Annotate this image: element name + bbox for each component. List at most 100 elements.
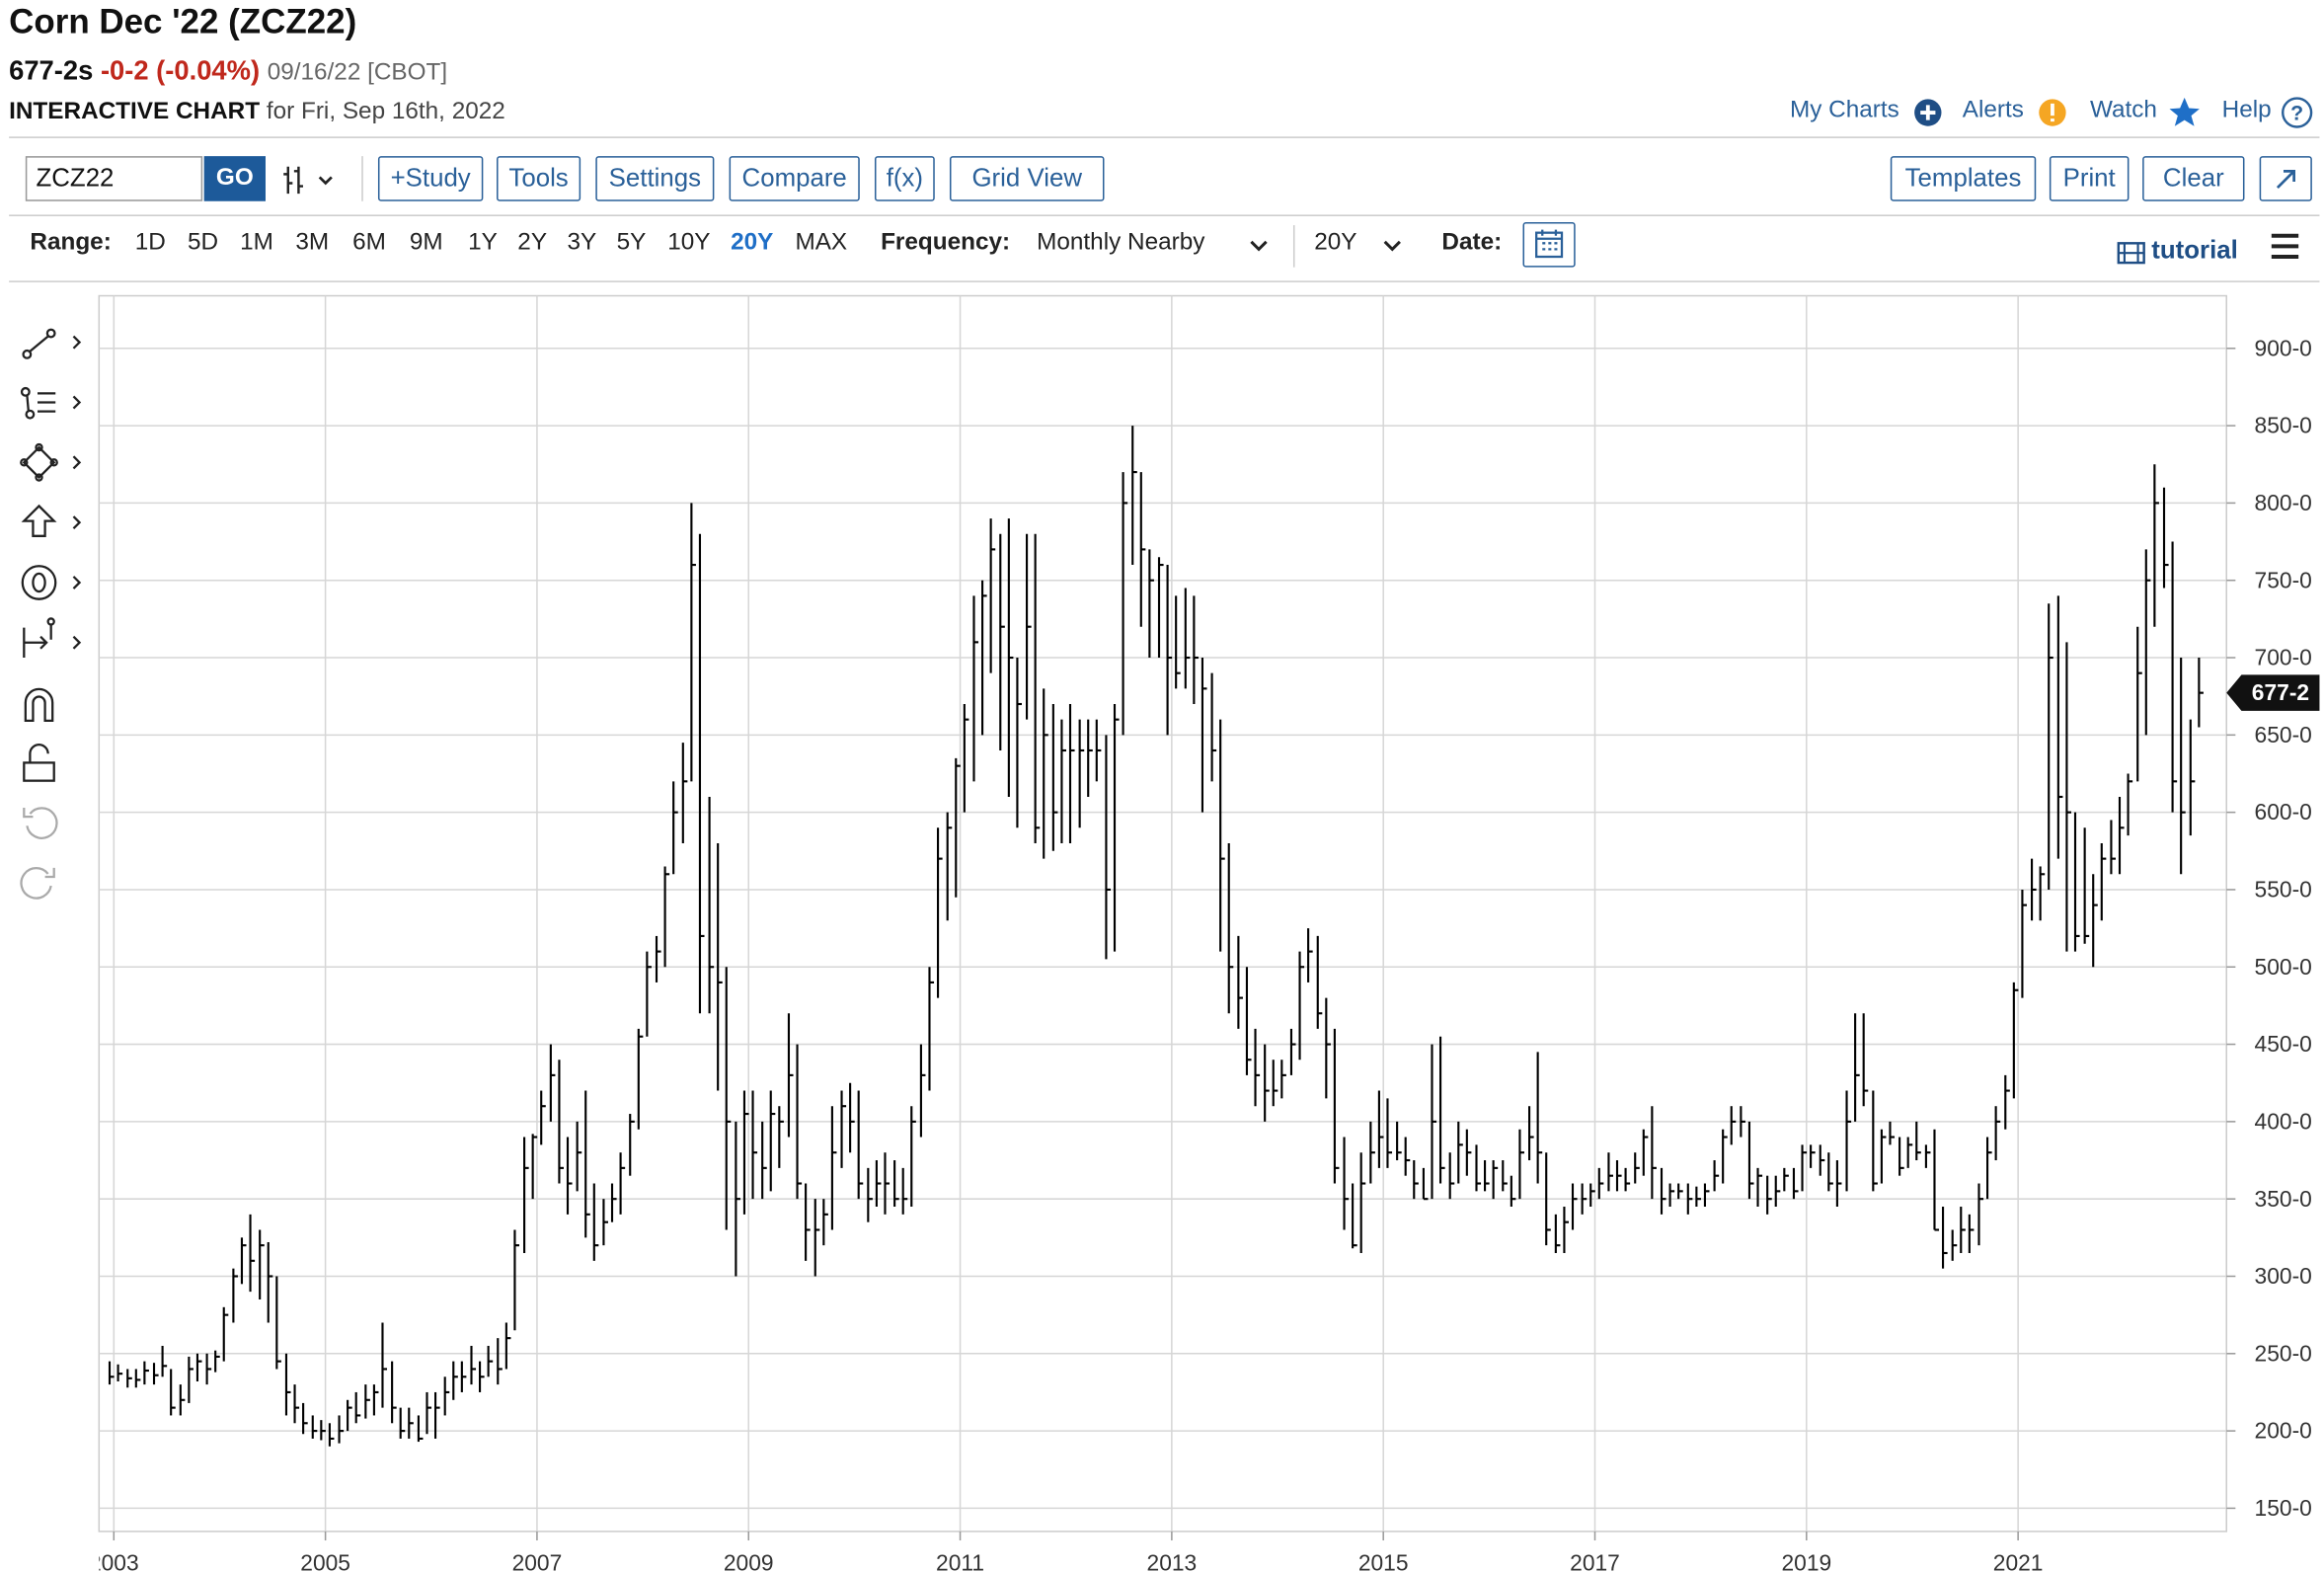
tool-fib[interactable]: [20, 386, 82, 420]
y-tick-label: 350-0: [2255, 1186, 2312, 1212]
tool-line[interactable]: [22, 328, 82, 359]
range-option[interactable]: 6M: [352, 229, 386, 256]
chart-label-line: INTERACTIVE CHART for Fri, Sep 16th, 202…: [9, 99, 505, 125]
range-option[interactable]: 5Y: [616, 229, 647, 256]
button[interactable]: Tools: [497, 156, 581, 201]
y-tick-label: 200-0: [2255, 1418, 2312, 1444]
tool-shape[interactable]: [20, 442, 82, 482]
range-option[interactable]: 2Y: [517, 229, 548, 256]
x-tick-label: 2019: [1781, 1549, 1831, 1572]
chart-date: for Fri, Sep 16th, 2022: [266, 99, 505, 125]
tutorial-icon: [2117, 242, 2145, 265]
frequency-label: Frequency:: [881, 229, 1011, 256]
x-tick-label: 2009: [724, 1549, 774, 1572]
range-option[interactable]: 20Y: [731, 229, 774, 256]
expand-icon: [2276, 169, 2295, 190]
button[interactable]: Grid View: [949, 156, 1105, 201]
y-tick-label: 600-0: [2255, 799, 2312, 825]
frequency-select[interactable]: Monthly Nearby: [1037, 229, 1205, 256]
title: Corn Dec '22 (ZCZ22): [9, 1, 357, 41]
last-price-tag: [2226, 674, 2320, 711]
y-tick-label: 150-0: [2255, 1495, 2312, 1521]
separator: [9, 214, 2320, 216]
range-option[interactable]: 9M: [409, 229, 443, 256]
y-tick-label: 650-0: [2255, 722, 2312, 747]
icon-star: [2169, 97, 2200, 126]
range-option[interactable]: 1M: [240, 229, 273, 256]
y-tick-label: 400-0: [2255, 1108, 2312, 1134]
range-label: Range:: [30, 229, 112, 256]
chart-type-icon[interactable]: [280, 162, 341, 197]
x-tick-label: 2011: [936, 1549, 984, 1572]
button[interactable]: +Study: [377, 156, 484, 201]
y-tick-label: 850-0: [2255, 413, 2312, 438]
button[interactable]: Clear: [2142, 156, 2245, 201]
x-tick-label: 2005: [300, 1549, 350, 1572]
change: -0-2 (-0.04%): [100, 55, 261, 86]
y-tick-label: 550-0: [2255, 877, 2312, 903]
plot-area: [98, 294, 2227, 1533]
quote-line: 677-2s -0-2 (-0.04%) 09/16/22 [CBOT]: [9, 55, 447, 87]
range-option[interactable]: 1D: [134, 229, 166, 256]
range-option[interactable]: MAX: [795, 229, 848, 256]
y-tick-label: 900-0: [2255, 335, 2312, 360]
svg-text:?: ?: [2290, 102, 2303, 125]
button[interactable]: f(x): [874, 156, 935, 201]
go-button[interactable]: GO: [203, 156, 266, 201]
button[interactable]: Templates: [1890, 156, 2037, 201]
y-tick-label: 700-0: [2255, 645, 2312, 670]
divider: [1292, 225, 1295, 268]
button[interactable]: Settings: [595, 156, 715, 201]
tool-text[interactable]: [21, 565, 82, 600]
link[interactable]: Help: [2221, 97, 2272, 123]
chevron: [1383, 240, 1401, 252]
button[interactable]: Print: [2049, 156, 2130, 201]
symbol-input[interactable]: ZCZ22: [25, 156, 203, 201]
drawing-tools: [20, 328, 82, 900]
period-select[interactable]: 20Y: [1314, 229, 1357, 256]
x-tick-label: 2013: [1147, 1549, 1198, 1572]
range-option[interactable]: 1Y: [468, 229, 498, 256]
button[interactable]: Compare: [729, 156, 860, 201]
menu-icon[interactable]: [2269, 231, 2301, 261]
date-exchange: 09/16/22 [CBOT]: [267, 59, 448, 86]
chevron: [1250, 240, 1268, 252]
date-picker[interactable]: [1522, 222, 1576, 268]
separator: [9, 280, 2320, 282]
tool-redo[interactable]: [20, 867, 55, 900]
last-price-label: 677-2: [2252, 679, 2309, 705]
x-tick-label: 2015: [1358, 1549, 1409, 1572]
tool-lock[interactable]: [23, 744, 55, 782]
separator: [9, 136, 2320, 138]
range-option[interactable]: 10Y: [667, 229, 711, 256]
tool-measure[interactable]: [23, 617, 82, 658]
tool-arrow[interactable]: [21, 504, 82, 537]
link[interactable]: Alerts: [1962, 97, 2024, 123]
range-option[interactable]: 5D: [187, 229, 219, 256]
tool-undo[interactable]: [23, 807, 58, 839]
tool-magnet[interactable]: [24, 687, 54, 722]
x-tick-label: 2017: [1570, 1549, 1620, 1572]
icon-alert: [2039, 99, 2066, 126]
date-label: Date:: [1441, 229, 1503, 256]
y-tick-label: 750-0: [2255, 567, 2312, 592]
y-tick-label: 250-0: [2255, 1340, 2312, 1366]
tutorial-link[interactable]: tutorial: [2151, 235, 2238, 265]
last-price: 677-2s: [9, 55, 94, 86]
x-tick-label: 2021: [1993, 1549, 2044, 1572]
y-tick-label: 800-0: [2255, 490, 2312, 515]
x-tick-label: 2007: [512, 1549, 563, 1572]
x-tick-label: 2003: [89, 1549, 139, 1572]
y-tick-label: 450-0: [2255, 1031, 2312, 1057]
icon-help: ?: [2282, 97, 2313, 128]
link[interactable]: Watch: [2089, 97, 2157, 123]
range-option[interactable]: 3Y: [567, 229, 597, 256]
range-option[interactable]: 3M: [295, 229, 330, 256]
link[interactable]: My Charts: [1790, 97, 1899, 123]
expand-button[interactable]: [2259, 156, 2312, 201]
divider: [361, 156, 363, 201]
calendar-icon: [1535, 229, 1564, 259]
